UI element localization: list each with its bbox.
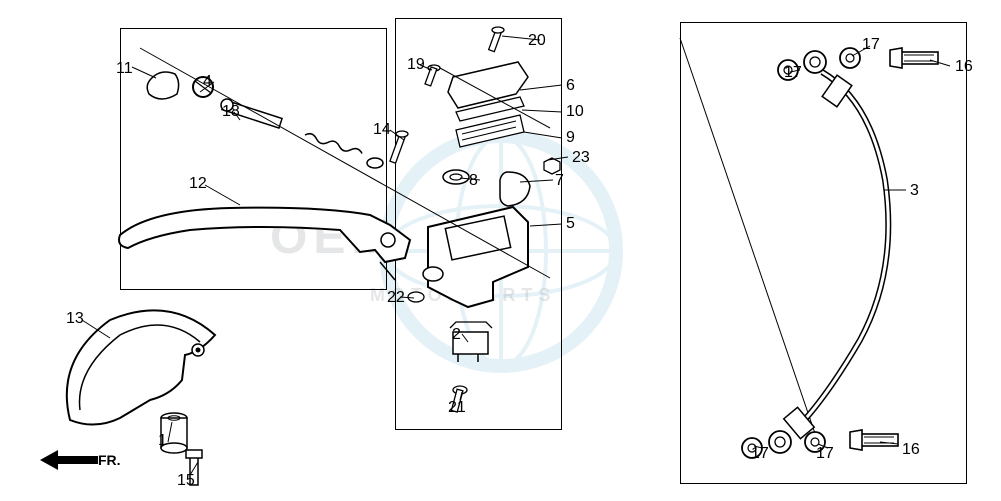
- callout-number: 7: [555, 172, 564, 190]
- callout-number: 3: [910, 182, 919, 200]
- callout-number: 18: [222, 103, 240, 121]
- callout-number: 15: [177, 472, 195, 490]
- callout-number: 12: [189, 175, 207, 193]
- callout-number: 17: [816, 445, 834, 463]
- callout-number: 8: [469, 172, 478, 190]
- callout-number: 20: [528, 32, 546, 50]
- callout-number: 13: [66, 310, 84, 328]
- callout-number: 1: [158, 432, 167, 450]
- callout-number: 14: [373, 121, 391, 139]
- callout-number: 19: [407, 56, 425, 74]
- callout-number: 6: [566, 77, 575, 95]
- callout-number: 9: [566, 129, 575, 147]
- callout-number: 11: [116, 60, 133, 78]
- callout-number: 4: [203, 73, 212, 91]
- front-direction-indicator: FR.: [40, 448, 121, 472]
- callout-number: 10: [566, 103, 584, 121]
- callout-number: 23: [572, 149, 590, 167]
- callout-number: 16: [902, 441, 920, 459]
- callout-number: 17: [862, 36, 880, 54]
- leader-lines: [0, 0, 1001, 501]
- callout-number: 17: [784, 64, 802, 82]
- callout-number: 16: [955, 58, 973, 76]
- diagram-stage: OEM MOTORPARTS: [0, 0, 1001, 501]
- callout-number: 5: [566, 215, 575, 233]
- front-direction-label: FR.: [98, 452, 121, 468]
- callout-number: 22: [387, 289, 405, 307]
- callout-number: 21: [448, 399, 466, 417]
- callout-number: 17: [751, 445, 769, 463]
- callout-number: 2: [452, 326, 461, 344]
